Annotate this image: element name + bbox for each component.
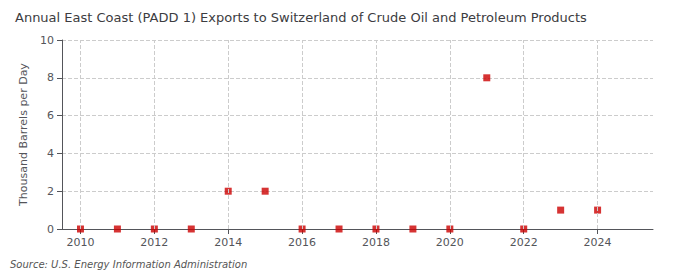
svg-text:2022: 2022 (510, 236, 538, 249)
svg-text:Thousand Barrels per Day: Thousand Barrels per Day (17, 63, 30, 207)
svg-text:2010: 2010 (66, 236, 94, 249)
svg-text:4: 4 (47, 147, 54, 160)
svg-text:2024: 2024 (584, 236, 612, 249)
svg-text:6: 6 (47, 109, 54, 122)
svg-text:2: 2 (47, 185, 54, 198)
svg-text:0: 0 (47, 223, 54, 236)
svg-text:Source: U.S. Energy Informatio: Source: U.S. Energy Information Administ… (10, 259, 247, 270)
svg-text:2018: 2018 (362, 236, 390, 249)
svg-text:10: 10 (40, 34, 54, 47)
svg-text:2016: 2016 (288, 236, 316, 249)
svg-text:8: 8 (47, 71, 54, 84)
svg-text:2014: 2014 (214, 236, 242, 249)
svg-text:2012: 2012 (140, 236, 168, 249)
svg-text:2020: 2020 (436, 236, 464, 249)
svg-text:Annual East Coast (PADD 1) Exp: Annual East Coast (PADD 1) Exports to Sw… (15, 10, 587, 25)
